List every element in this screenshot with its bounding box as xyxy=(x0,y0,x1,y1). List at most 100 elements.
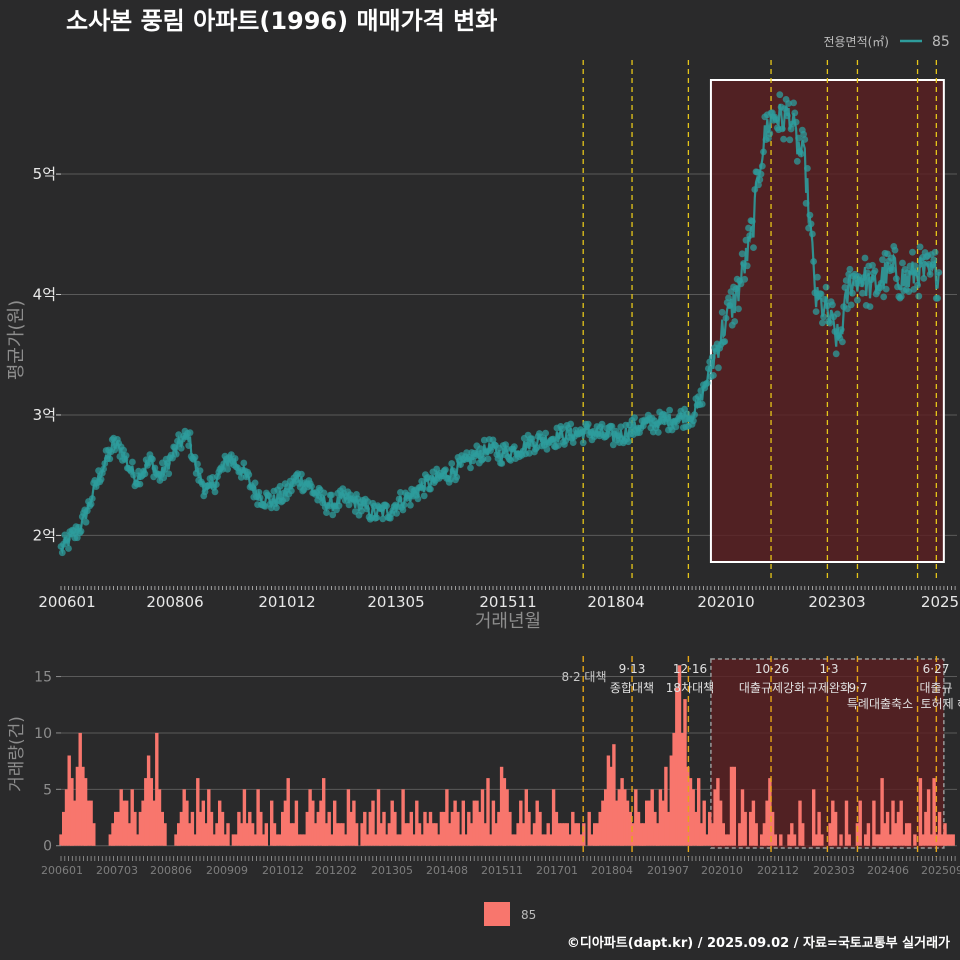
volume-bar xyxy=(108,834,112,846)
price-point xyxy=(328,491,335,499)
price-point xyxy=(931,248,939,256)
volume-bar xyxy=(379,823,383,846)
price-point xyxy=(817,290,825,298)
price-point xyxy=(543,445,551,453)
volume-bar xyxy=(773,834,777,846)
price-point xyxy=(129,458,136,466)
volume-bar xyxy=(699,823,704,846)
price-x-tick-label: 201511 xyxy=(479,593,536,611)
price-point xyxy=(609,441,617,449)
price-point xyxy=(780,135,787,143)
volume-bar xyxy=(86,800,91,846)
volume-bar xyxy=(499,766,504,846)
volume-bar xyxy=(190,811,195,846)
volume-bar xyxy=(521,823,526,846)
volume-bar xyxy=(59,834,63,846)
price-point xyxy=(785,100,792,107)
volume-bar xyxy=(294,800,299,846)
price-point xyxy=(237,474,245,481)
volume-bar xyxy=(527,811,531,846)
policy-annotation-name: 대출규 xyxy=(919,681,952,695)
volume-bar xyxy=(790,823,794,846)
volume-bar xyxy=(604,789,608,846)
volume-bar xyxy=(409,811,413,846)
volume-bar xyxy=(220,811,225,846)
volume-bar xyxy=(395,834,400,846)
price-point xyxy=(846,265,854,273)
volume-bar xyxy=(617,789,621,846)
volume-bar xyxy=(308,789,312,846)
volume-bar xyxy=(398,834,403,846)
price-series-line xyxy=(59,103,940,555)
volume-bar xyxy=(486,778,490,846)
volume-bar xyxy=(943,823,947,846)
policy-annotation-date: 9·7 xyxy=(848,681,867,695)
price-point xyxy=(414,495,422,503)
price-point xyxy=(790,99,797,107)
price-x-tick-label: 201305 xyxy=(367,593,424,611)
volume-bar xyxy=(472,800,476,846)
volume-y-tick-label: 5 xyxy=(43,782,52,798)
volume-bar xyxy=(625,800,630,846)
volume-bar xyxy=(406,823,411,846)
price-point xyxy=(666,406,673,414)
volume-bar xyxy=(565,823,569,846)
volume-bar xyxy=(864,834,868,846)
volume-bar xyxy=(858,800,862,846)
volume-bar xyxy=(261,834,266,846)
price-point xyxy=(776,91,784,99)
volume-bar xyxy=(801,823,805,846)
volume-bar xyxy=(270,800,274,846)
volume-bar xyxy=(349,811,353,846)
volume-bar xyxy=(458,834,463,846)
volume-bar xyxy=(669,755,673,846)
policy-annotation-name: 대출규제강화 xyxy=(739,681,805,695)
volume-bar xyxy=(64,789,69,846)
policy-annotation-date: 8·2 대책 xyxy=(562,669,607,684)
price-point xyxy=(407,501,414,509)
volume-bar xyxy=(250,823,255,846)
volume-bar xyxy=(530,834,534,846)
volume-bar xyxy=(732,766,736,846)
volume-bar xyxy=(877,834,881,846)
price-point xyxy=(569,439,577,446)
price-point xyxy=(251,479,259,487)
price-point xyxy=(869,261,876,269)
price-point xyxy=(715,364,722,372)
volume-bar xyxy=(248,811,252,846)
volume-bar xyxy=(365,834,370,846)
volume-bar xyxy=(475,800,479,846)
volume-x-tick-label: 202509 xyxy=(921,864,960,877)
price-point xyxy=(822,283,830,291)
volume-bar xyxy=(672,732,676,846)
volume-x-tick-label: 201511 xyxy=(481,864,523,877)
volume-bar xyxy=(316,811,320,846)
price-y-tick-label: 4억 xyxy=(33,286,56,304)
volume-bar xyxy=(371,800,375,846)
volume-bar xyxy=(710,823,715,846)
volume-bar xyxy=(543,834,548,846)
volume-bar xyxy=(779,834,783,846)
volume-bar xyxy=(469,823,474,846)
volume-bar xyxy=(590,834,594,846)
price-point xyxy=(854,296,861,304)
volume-bar xyxy=(75,766,80,846)
volume-bar xyxy=(453,800,457,846)
volume-x-tick-label: 200601 xyxy=(41,864,83,877)
volume-bar xyxy=(338,823,342,846)
price-point xyxy=(323,509,330,516)
volume-bar xyxy=(111,823,115,846)
volume-bar xyxy=(792,834,797,846)
volume-bar xyxy=(951,834,955,846)
volume-bar xyxy=(828,823,832,846)
volume-bar xyxy=(239,823,244,846)
volume-bar xyxy=(286,778,290,846)
volume-bar xyxy=(376,789,381,846)
price-x-tick-label: 201012 xyxy=(258,593,315,611)
volume-bar xyxy=(817,811,821,846)
volume-bar xyxy=(272,823,277,846)
volume-bar xyxy=(497,811,501,846)
volume-bar xyxy=(401,789,405,846)
volume-bar xyxy=(319,800,323,846)
